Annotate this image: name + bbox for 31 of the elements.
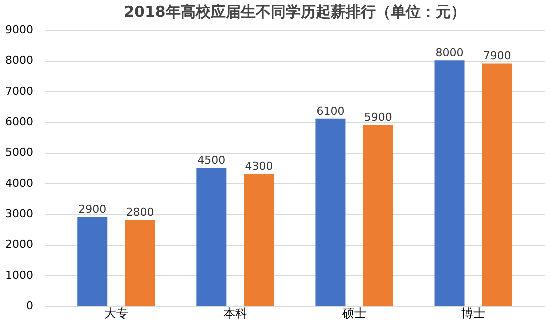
x-tick-label: 大专	[104, 306, 128, 320]
y-tick-label: 0	[26, 300, 34, 312]
y-tick-label: 2000	[6, 238, 34, 252]
bar	[78, 217, 108, 306]
bar	[244, 174, 274, 306]
data-label: 4500	[198, 154, 226, 167]
x-tick-label: 本科	[223, 306, 248, 320]
bar	[482, 64, 512, 306]
y-tick-label: 5000	[6, 146, 34, 160]
x-tick-label: 博士	[462, 306, 486, 320]
bar	[363, 125, 394, 306]
data-label: 6100	[316, 104, 345, 118]
y-tick-label: 7000	[6, 84, 34, 98]
data-label: 7900	[483, 50, 512, 63]
y-tick-label: 4000	[6, 176, 34, 190]
y-tick-label: 1000	[6, 268, 34, 282]
data-label: 2900	[78, 203, 107, 216]
bar	[125, 220, 156, 306]
data-label: 8000	[436, 46, 464, 60]
x-tick-label: 硕士	[342, 306, 367, 320]
y-tick-label: 3000	[6, 208, 34, 220]
bar	[196, 168, 227, 306]
y-tick-label: 9000	[6, 24, 34, 36]
y-tick-label: 6000	[6, 116, 34, 128]
data-label: 5900	[364, 111, 392, 124]
chart-title: 2018年高校应届生不同学历起薪排行（单位：元）	[124, 3, 466, 21]
data-label: 4300	[245, 160, 274, 174]
y-tick-label: 8000	[6, 54, 34, 68]
data-label: 2800	[126, 206, 154, 220]
bar	[316, 118, 346, 306]
bar	[434, 60, 465, 306]
